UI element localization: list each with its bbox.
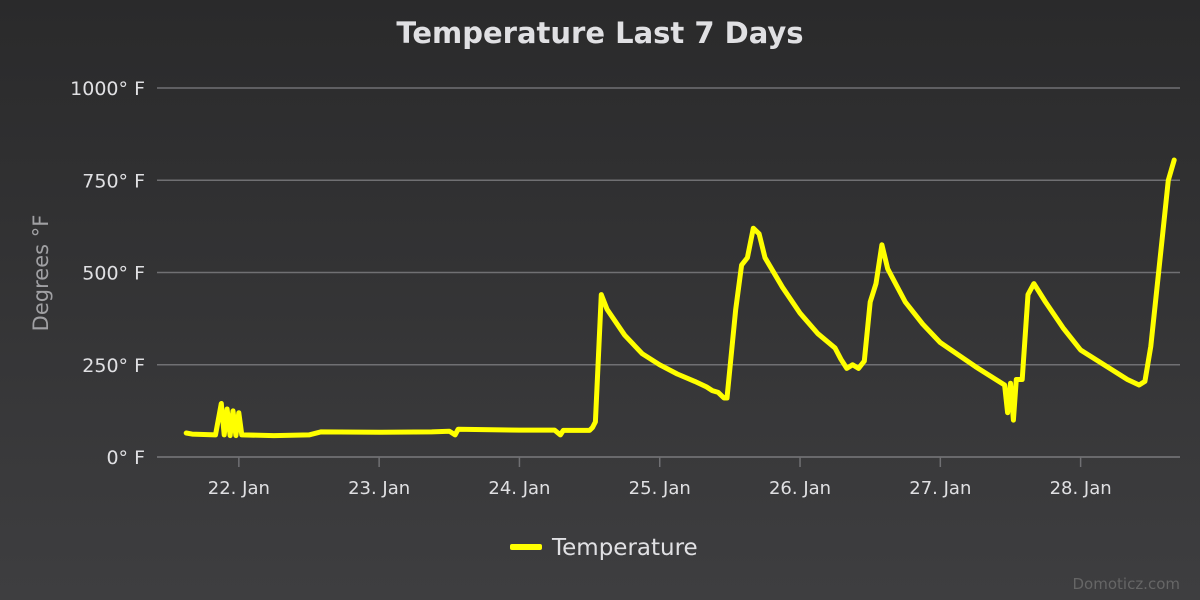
legend-swatch xyxy=(510,544,542,550)
x-tick-label: 24. Jan xyxy=(488,478,550,499)
x-tick-label: 26. Jan xyxy=(769,478,831,499)
y-tick-label: 250° F xyxy=(82,355,145,377)
x-tick-label: 23. Jan xyxy=(348,478,410,499)
series-group xyxy=(183,157,1177,439)
x-axis-labels: 22. Jan 23. Jan 24. Jan 25. Jan 26. Jan 27. J… xyxy=(157,456,1180,499)
chart-title: Temperature Last 7 Days xyxy=(396,16,803,50)
y-axis-labels: 0° F 250° F 500° F 750° F 1000° F xyxy=(70,78,145,469)
grid-lines xyxy=(157,87,1180,458)
y-tick-label: 750° F xyxy=(82,170,145,192)
x-tick-label: 22. Jan xyxy=(208,478,270,499)
y-tick-label: 0° F xyxy=(106,447,145,469)
x-tick-label: 28. Jan xyxy=(1050,478,1112,499)
credits-link[interactable]: Domoticz.com xyxy=(1073,575,1181,593)
legend-item-temperature[interactable]: Temperature xyxy=(551,535,698,561)
legend[interactable]: Temperature xyxy=(510,535,698,561)
y-tick-label: 1000° F xyxy=(70,78,145,100)
y-axis-title: Degrees °F xyxy=(29,215,53,332)
x-tick-label: 27. Jan xyxy=(909,478,971,499)
y-tick-label: 500° F xyxy=(82,263,145,285)
series-line-temperature[interactable] xyxy=(183,157,1177,439)
x-tick-label: 25. Jan xyxy=(629,478,691,499)
